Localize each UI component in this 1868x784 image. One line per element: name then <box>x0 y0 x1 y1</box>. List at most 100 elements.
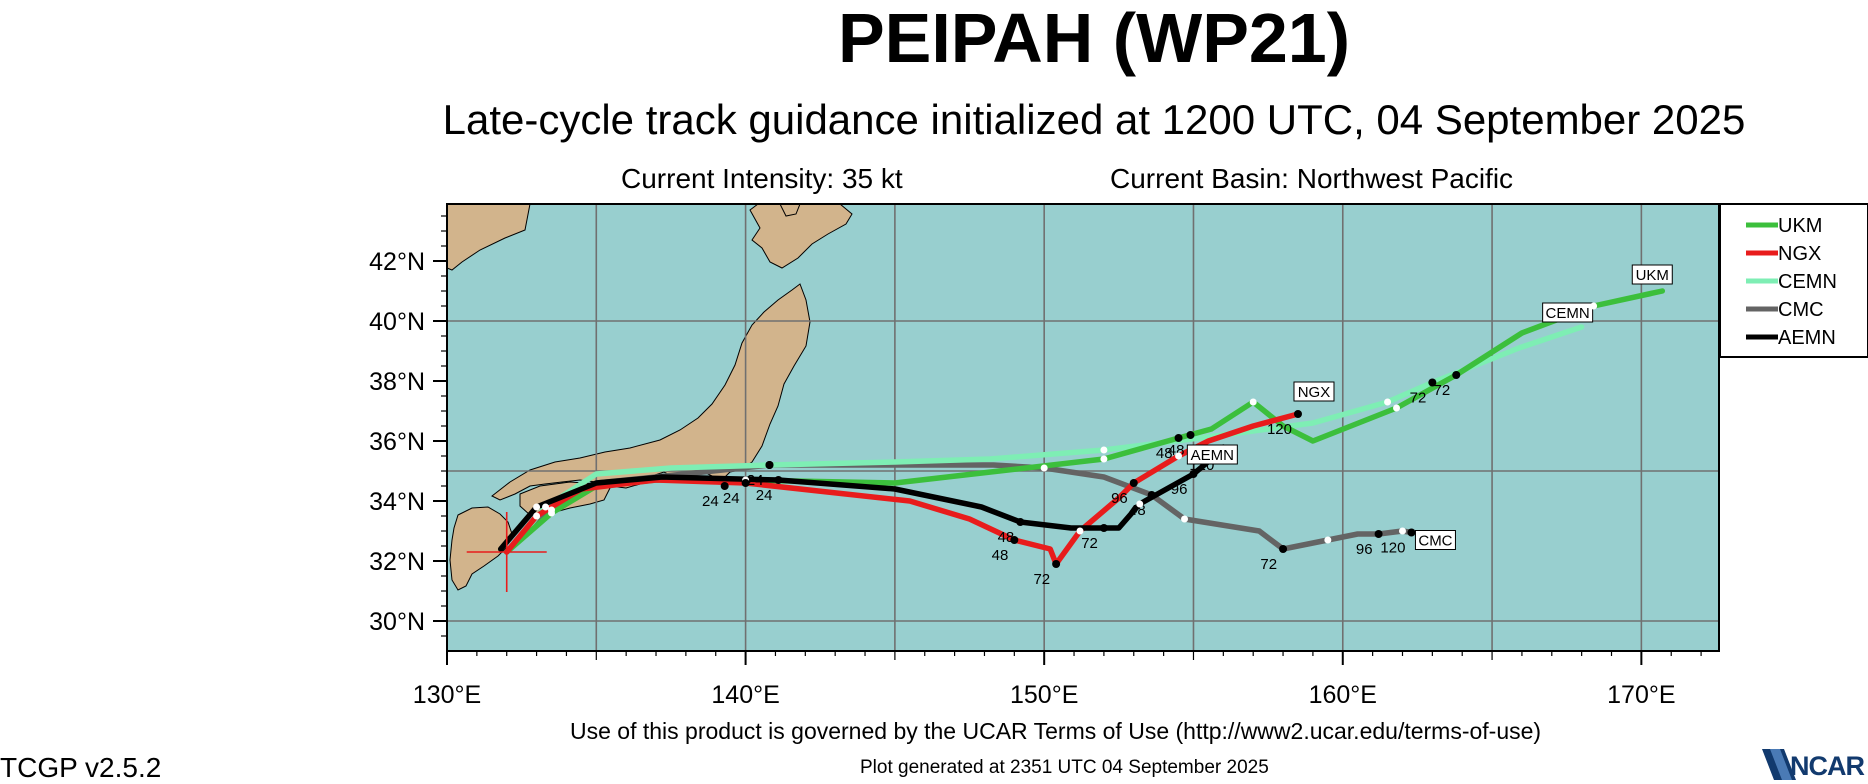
forecast-hour-label: 48 <box>992 547 1009 564</box>
x-tick-label: 160°E <box>1309 681 1377 709</box>
track-white-dot <box>533 503 541 511</box>
end-label-box <box>1414 530 1456 550</box>
track-white-dot <box>1590 302 1598 310</box>
forecast-hour-label: 72 <box>1081 535 1098 552</box>
end-label-text: CEMN <box>1546 305 1590 322</box>
end-label-text: AEMN <box>1191 447 1234 464</box>
track-white-dot <box>1100 446 1108 454</box>
track-white-dot <box>1181 515 1189 523</box>
y-tick-label: 30°N <box>369 608 425 636</box>
x-tick-label: 150°E <box>1010 681 1078 709</box>
track-white-dot <box>1324 536 1332 544</box>
end-label-cemn: CEMN <box>1542 302 1594 323</box>
end-label-box <box>1631 264 1673 285</box>
forecast-hour-dot <box>1452 371 1461 379</box>
y-tick-label: 38°N <box>369 368 425 396</box>
end-label-ukm: UKM <box>1631 264 1673 285</box>
forecast-hour-label: 96 <box>1111 490 1128 507</box>
track-white-dot <box>1398 527 1406 535</box>
current-intensity: Current Intensity: 35 kt <box>621 163 903 194</box>
track-white-dot <box>1384 398 1392 406</box>
legend: UKM NGX CEMN CMC AEMN <box>1719 203 1868 358</box>
forecast-hour-label: 72 <box>1410 390 1427 407</box>
end-label-box <box>1293 381 1335 402</box>
forecast-hour-label: 24 <box>747 472 764 489</box>
end-label-ngx: NGX <box>1293 381 1335 402</box>
forecast-hour-label: 24 <box>747 472 764 489</box>
track-white-dot <box>1175 452 1183 460</box>
forecast-hour-dot <box>1189 470 1198 478</box>
forecast-hour-label: 72 <box>1434 382 1451 399</box>
track-white-dot <box>1040 464 1048 472</box>
track-white-dot <box>533 512 541 520</box>
forecast-hour-dot <box>774 476 783 484</box>
end-label-aemn: AEMN <box>1186 444 1238 465</box>
forecast-hour-dot <box>1407 528 1416 537</box>
y-tick-label: 40°N <box>369 308 425 336</box>
forecast-hour-label: 24 <box>756 487 773 504</box>
legend-box <box>1719 203 1868 358</box>
end-label-text: UKM <box>1636 267 1669 284</box>
end-label-box <box>1186 444 1238 465</box>
forecast-hour-label: 72 <box>1260 556 1277 573</box>
forecast-hour-dot <box>1374 530 1383 538</box>
forecast-hour-label: 48 <box>998 529 1015 546</box>
forecast-hour-label: 120 <box>1267 421 1292 438</box>
legend-label-ngx: NGX <box>1778 243 1821 265</box>
forecast-hour-dot <box>1293 410 1302 418</box>
x-tick-label: 170°E <box>1607 681 1675 709</box>
legend-label-ukm: UKM <box>1778 215 1822 237</box>
forecast-hour-label: 24 <box>723 490 740 507</box>
map-frame <box>446 203 1720 652</box>
end-label-text: NGX <box>1298 384 1331 401</box>
track-white-dot <box>1100 455 1108 463</box>
model-tracks <box>497 288 1666 567</box>
track-white-dot <box>548 509 556 517</box>
kyushu-land <box>449 506 513 591</box>
legend-label-cemn: CEMN <box>1778 271 1837 293</box>
track-cemn <box>503 324 1585 555</box>
sakhalin-land <box>779 204 801 217</box>
forecast-hour-label: 24 <box>702 493 719 510</box>
initial-position-marker <box>466 512 547 592</box>
end-label-cmc: CMC <box>1414 530 1456 550</box>
track-white-dot <box>1136 500 1144 508</box>
x-tick-label: 140°E <box>711 681 779 709</box>
legend-label-cmc: CMC <box>1778 299 1824 321</box>
y-tick-label: 32°N <box>369 548 425 576</box>
forecast-hour-dot <box>1186 431 1195 439</box>
x-tick-label: 130°E <box>413 681 481 709</box>
forecast-hour-dot <box>765 461 774 469</box>
forecast-hour-dot <box>1016 518 1025 526</box>
forecast-hour-dot <box>1428 378 1437 387</box>
terms-of-use: Use of this product is governed by the U… <box>570 718 1542 744</box>
y-tick-label: 34°N <box>369 488 425 516</box>
ncar-logo-icon <box>1762 749 1796 780</box>
legend-label-aemn: AEMN <box>1778 327 1836 349</box>
hokkaido-land <box>749 204 853 269</box>
forecast-hour-label: 48 <box>1156 445 1173 462</box>
plot-generated: Plot generated at 2351 UTC 04 September … <box>860 757 1269 778</box>
plot-title: PEIPAH (WP21) <box>837 0 1351 77</box>
y-tick-label: 42°N <box>369 248 425 276</box>
end-label-text: CMC <box>1418 533 1452 550</box>
asia-mainland <box>447 204 531 271</box>
current-basin: Current Basin: Northwest Pacific <box>1110 163 1514 194</box>
track-white-dot <box>542 503 550 511</box>
forecast-hour-dot <box>1174 434 1183 442</box>
forecast-hour-dot <box>741 479 750 487</box>
forecast-hour-label: 96 <box>1171 481 1188 498</box>
forecast-hour-label: 72 <box>1033 571 1050 588</box>
track-white-dot <box>1393 404 1401 412</box>
forecast-hour-dot <box>1099 524 1108 532</box>
end-label-box <box>1542 302 1594 323</box>
forecast-hour-dot <box>1279 545 1288 553</box>
forecast-hour-label: 120 <box>1380 540 1405 557</box>
ocean-background <box>447 204 1719 651</box>
forecast-hour-dot <box>720 482 729 490</box>
forecast-hour-dot <box>1052 560 1061 568</box>
forecast-hour-dot <box>1147 491 1156 499</box>
track-white-dot <box>1076 527 1084 535</box>
